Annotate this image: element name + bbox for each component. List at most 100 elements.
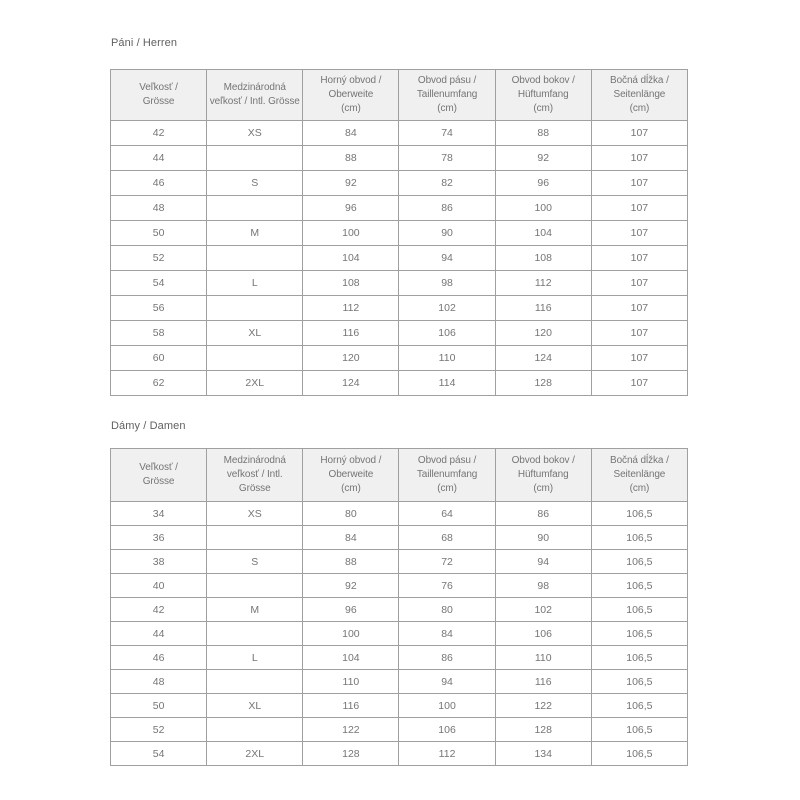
- table-cell: 96: [494, 170, 592, 196]
- table-cell: 106,5: [590, 501, 689, 526]
- table-cell: 44: [109, 621, 208, 646]
- table-cell: 98: [494, 573, 592, 598]
- table-cell: 116: [302, 693, 400, 718]
- table-row: 62 2XL 124 114 128 107: [109, 370, 689, 396]
- table-row: 58 XL 116 106 120 107: [109, 320, 689, 346]
- table-cell: 104: [302, 245, 400, 271]
- table-cell: 2XL: [206, 741, 304, 766]
- table-cell: 104: [302, 645, 400, 670]
- table-cell: 80: [398, 597, 496, 622]
- table-cell: 106,5: [590, 741, 689, 766]
- table-cell: 92: [302, 573, 400, 598]
- table-cell: 112: [398, 741, 496, 766]
- table-row: 42 XS 84 74 88 107: [109, 120, 689, 146]
- table-cell: 108: [494, 245, 592, 271]
- table-cell: 100: [302, 621, 400, 646]
- table-row: 46 L 104 86 110 106,5: [109, 645, 689, 670]
- table-cell: 86: [398, 195, 496, 221]
- table-cell: [206, 669, 304, 694]
- table-cell: 36: [109, 525, 208, 550]
- table-cell: 102: [398, 295, 496, 321]
- table-cell: 94: [494, 549, 592, 574]
- table-cell: 64: [398, 501, 496, 526]
- table-cell: 122: [494, 693, 592, 718]
- table-cell: 98: [398, 270, 496, 296]
- column-header: Bočná dĺžka / Seitenlänge (cm): [590, 69, 689, 121]
- table-cell: [206, 345, 304, 371]
- table-cell: L: [206, 270, 304, 296]
- table-cell: 72: [398, 549, 496, 574]
- table-cell: 106: [398, 717, 496, 742]
- table-cell: 90: [494, 525, 592, 550]
- table-cell: 110: [494, 645, 592, 670]
- table-cell: 107: [590, 220, 689, 246]
- table-cell: 122: [302, 717, 400, 742]
- table-cell: 86: [494, 501, 592, 526]
- men-size-section: Páni / Herren Veľkosť / Grösse Medzinárod…: [109, 37, 689, 396]
- table-cell: 104: [494, 220, 592, 246]
- table-cell: 50: [109, 693, 208, 718]
- women-table-body: 34 XS 80 64 86 106,5 36 84 68 90 106,5 38 S 88 72 94 106…: [109, 501, 689, 766]
- table-cell: XS: [206, 120, 304, 146]
- table-cell: 134: [494, 741, 592, 766]
- table-cell: 106,5: [590, 645, 689, 670]
- table-cell: 54: [109, 741, 208, 766]
- women-section-title: Dámy / Damen: [111, 420, 186, 432]
- table-cell: [206, 195, 304, 221]
- women-size-table: Veľkosť / Grösse Medzinárodná veľkosť / I…: [109, 448, 689, 766]
- table-cell: 54: [109, 270, 208, 296]
- table-cell: 100: [494, 195, 592, 221]
- table-cell: [206, 145, 304, 171]
- table-row: 48 96 86 100 107: [109, 195, 689, 221]
- table-cell: 82: [398, 170, 496, 196]
- table-cell: 124: [494, 345, 592, 371]
- table-cell: 42: [109, 597, 208, 622]
- table-row: 50 XL 116 100 122 106,5: [109, 693, 689, 718]
- table-cell: 100: [398, 693, 496, 718]
- men-table-header: Veľkosť / Grösse Medzinárodná veľkosť / I…: [109, 69, 689, 121]
- table-cell: 92: [302, 170, 400, 196]
- column-header: Horný obvod / Oberweite (cm): [302, 69, 400, 121]
- table-cell: 48: [109, 195, 208, 221]
- table-cell: 124: [302, 370, 400, 396]
- table-cell: 102: [494, 597, 592, 622]
- table-cell: 106,5: [590, 717, 689, 742]
- women-table-header: Veľkosť / Grösse Medzinárodná veľkosť / I…: [109, 448, 689, 502]
- table-cell: 107: [590, 345, 689, 371]
- column-header: Obvod bokov / Hüftumfang (cm): [494, 69, 592, 121]
- table-row: 42 M 96 80 102 106,5: [109, 597, 689, 622]
- table-cell: 106,5: [590, 669, 689, 694]
- table-cell: 44: [109, 145, 208, 171]
- table-cell: 100: [302, 220, 400, 246]
- table-cell: [206, 295, 304, 321]
- table-row: 40 92 76 98 106,5: [109, 573, 689, 598]
- table-cell: 128: [302, 741, 400, 766]
- table-cell: 107: [590, 295, 689, 321]
- table-cell: 90: [398, 220, 496, 246]
- table-cell: 107: [590, 245, 689, 271]
- table-cell: 106,5: [590, 549, 689, 574]
- table-cell: XL: [206, 320, 304, 346]
- table-cell: XL: [206, 693, 304, 718]
- table-cell: [206, 717, 304, 742]
- table-cell: 2XL: [206, 370, 304, 396]
- table-cell: 62: [109, 370, 208, 396]
- column-header: Veľkosť / Grösse: [109, 69, 208, 121]
- table-cell: 114: [398, 370, 496, 396]
- table-cell: 128: [494, 370, 592, 396]
- table-cell: L: [206, 645, 304, 670]
- column-header: Medzinárodná veľkosť / Intl. Grösse: [206, 69, 304, 121]
- table-cell: 60: [109, 345, 208, 371]
- men-size-table: Veľkosť / Grösse Medzinárodná veľkosť / I…: [109, 69, 689, 396]
- table-cell: 96: [302, 195, 400, 221]
- column-header: Obvod bokov / Hüftumfang (cm): [494, 448, 592, 502]
- table-cell: 106,5: [590, 573, 689, 598]
- table-row: 46 S 92 82 96 107: [109, 170, 689, 196]
- table-row: 52 104 94 108 107: [109, 245, 689, 271]
- table-cell: 84: [398, 621, 496, 646]
- table-cell: 88: [494, 120, 592, 146]
- men-section-title: Páni / Herren: [111, 37, 178, 49]
- table-row: 54 L 108 98 112 107: [109, 270, 689, 296]
- table-cell: 68: [398, 525, 496, 550]
- table-row: 54 2XL 128 112 134 106,5: [109, 741, 689, 766]
